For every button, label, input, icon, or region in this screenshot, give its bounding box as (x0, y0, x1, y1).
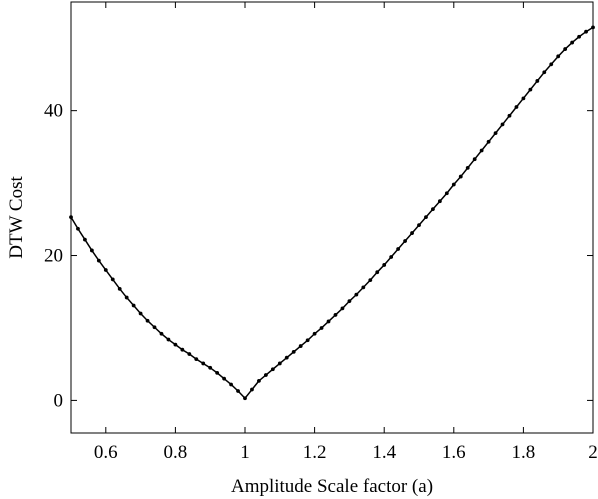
data-point (298, 344, 303, 348)
data-point (117, 286, 122, 291)
data-point (584, 29, 588, 34)
x-tick-label: 1.6 (442, 442, 466, 463)
data-point (549, 62, 554, 67)
data-point (417, 223, 421, 228)
data-point (284, 355, 289, 360)
data-point (250, 387, 254, 392)
data-point (333, 313, 338, 317)
x-tick-label: 0.6 (94, 442, 118, 463)
data-point (173, 342, 178, 347)
data-point (89, 248, 94, 253)
data-point (222, 376, 227, 381)
data-point (375, 270, 380, 275)
data-point (347, 299, 352, 304)
data-point (326, 319, 331, 324)
data-point (521, 96, 526, 101)
data-point (312, 331, 317, 336)
plot-frame (70, 1, 594, 434)
x-tick-label: 1 (240, 442, 250, 463)
data-point (263, 373, 268, 377)
data-point (396, 247, 401, 251)
y-tick-label: 40 (44, 101, 63, 122)
x-axis-title: Amplitude Scale factor (a) (231, 476, 433, 497)
x-tick-label: 1.8 (512, 442, 536, 463)
data-point (340, 306, 345, 311)
data-point (528, 87, 533, 92)
data-point (465, 165, 470, 170)
data-point (277, 361, 282, 366)
data-point (444, 191, 449, 196)
data-point (451, 182, 456, 187)
data-point (424, 215, 428, 220)
data-point (500, 122, 505, 127)
data-point (535, 79, 540, 83)
data-point (187, 352, 192, 356)
data-point (208, 365, 213, 370)
data-point (437, 199, 442, 204)
x-axis-ticks: 0.6 0.8 1 1.2 1.4 1.6 1.8 2 (94, 2, 598, 463)
plot-area (69, 25, 595, 401)
y-tick-label: 20 (44, 246, 63, 267)
data-point (201, 361, 206, 366)
data-point (458, 174, 463, 179)
data-point (76, 226, 80, 231)
x-tick-label: 2 (588, 442, 598, 463)
data-point (514, 105, 519, 109)
data-point (507, 113, 512, 118)
data-point (145, 318, 150, 323)
data-point (180, 347, 185, 352)
data-point (368, 278, 373, 283)
data-point (270, 367, 275, 372)
data-point (493, 131, 498, 136)
data-point (556, 54, 561, 59)
y-axis-ticks: 0 20 40 (44, 101, 593, 411)
data-point (138, 311, 143, 316)
x-tick-label: 0.8 (164, 442, 188, 463)
data-point (110, 277, 115, 282)
data-point (577, 34, 581, 39)
data-point (131, 303, 136, 308)
data-point (389, 255, 394, 259)
data-point (166, 337, 171, 342)
y-tick-label: 0 (54, 390, 64, 411)
data-point (291, 349, 296, 354)
data-point (229, 382, 233, 387)
data-point (472, 157, 477, 162)
data-point (361, 285, 366, 290)
data-point (194, 357, 199, 362)
data-point (410, 231, 414, 235)
data-point (152, 325, 157, 330)
data-point (570, 40, 575, 45)
data-point (354, 292, 359, 297)
data-point (96, 258, 101, 263)
x-tick-label: 1.4 (372, 442, 396, 463)
data-point (563, 47, 568, 51)
data-point (215, 370, 220, 375)
x-tick-label: 1.2 (303, 442, 327, 463)
data-point (431, 207, 435, 212)
data-point (83, 237, 87, 242)
data-point (124, 295, 129, 300)
data-point (236, 389, 240, 393)
data-point (243, 396, 247, 401)
data-point (479, 148, 484, 153)
data-point (382, 263, 387, 267)
y-axis-title: DTW Cost (6, 176, 27, 259)
data-point (305, 338, 310, 343)
data-point (403, 239, 407, 243)
data-point (159, 331, 164, 336)
data-point (257, 378, 261, 383)
data-point (542, 70, 547, 75)
data-point (103, 268, 108, 272)
series-line (70, 26, 594, 400)
data-point (486, 139, 491, 144)
data-point (319, 326, 324, 330)
